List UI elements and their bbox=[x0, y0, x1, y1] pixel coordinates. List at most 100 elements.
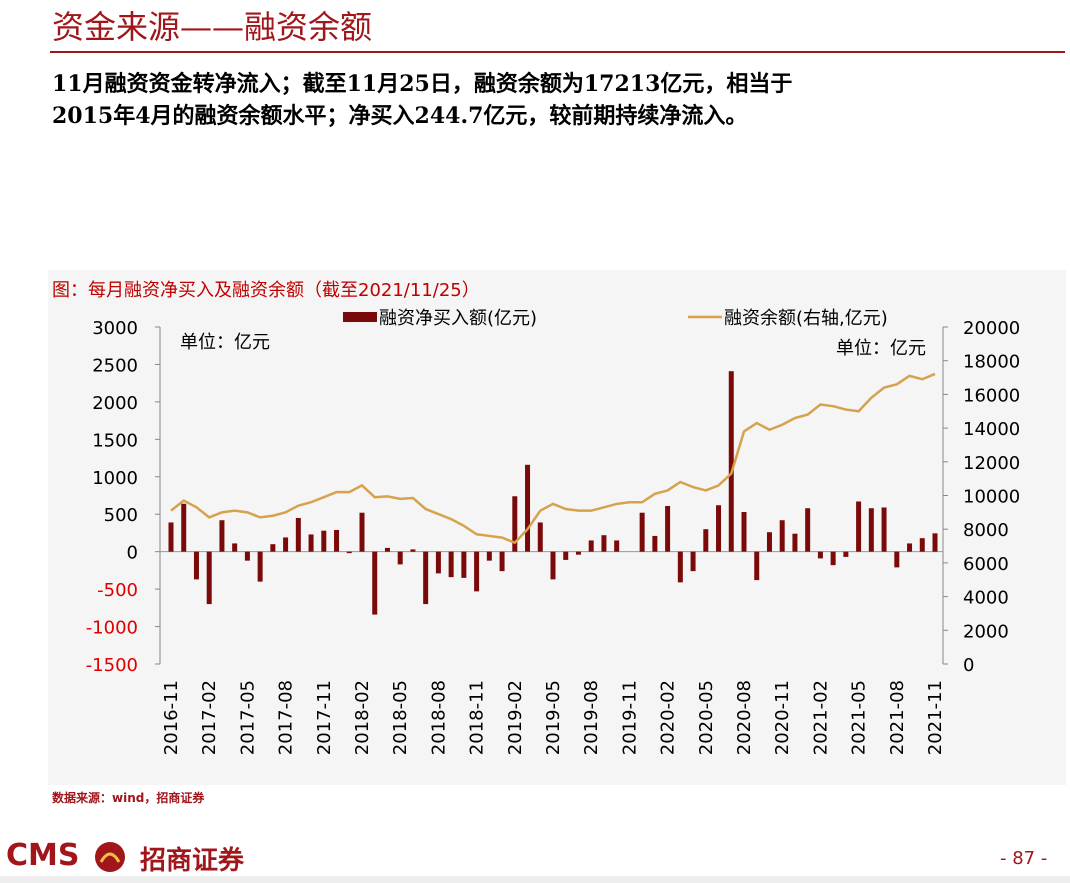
line bbox=[170, 372, 936, 545]
bar bbox=[843, 551, 849, 557]
bar bbox=[792, 533, 798, 552]
bar bbox=[868, 508, 874, 552]
bar bbox=[856, 501, 862, 552]
bar bbox=[244, 551, 250, 561]
logo-text: CMS bbox=[6, 838, 80, 873]
unit-right: 单位：亿元 bbox=[836, 338, 926, 359]
bar bbox=[168, 522, 174, 552]
legend-label: 融资余额(右轴,亿元) bbox=[724, 308, 888, 329]
y-tick-label: 2500 bbox=[92, 355, 138, 376]
bar bbox=[907, 543, 913, 552]
y-tick-label: -1000 bbox=[86, 618, 138, 639]
bar bbox=[894, 551, 900, 568]
x-tick-label: 2018-02 bbox=[352, 680, 373, 755]
chart: 图：每月融资净买入及融资余额（截至2021/11/25） 单位：亿元 单位：亿元… bbox=[52, 280, 1020, 755]
bar bbox=[206, 551, 212, 605]
y-tick-label: -1500 bbox=[86, 655, 138, 676]
y2-tick-label: 14000 bbox=[963, 419, 1020, 440]
y-tick-label: -500 bbox=[97, 580, 138, 601]
bar bbox=[614, 540, 620, 552]
bar bbox=[423, 551, 429, 605]
x-tick-label: 2019-11 bbox=[619, 680, 640, 755]
bar bbox=[512, 496, 518, 552]
bar bbox=[448, 551, 454, 578]
bar bbox=[703, 529, 709, 552]
y2-tick-label: 8000 bbox=[963, 520, 1009, 541]
summary-line: 2015年4月的融资余额水平；净买入244.7亿元，较前期持续净流入。 bbox=[52, 103, 748, 129]
bar bbox=[232, 543, 238, 552]
x-tick-label: 2020-08 bbox=[734, 680, 755, 755]
page-title: 资金来源——融资余额 bbox=[52, 8, 373, 46]
bar bbox=[410, 549, 416, 552]
unit-left: 单位：亿元 bbox=[180, 332, 270, 353]
legend-swatch bbox=[343, 312, 377, 322]
bar bbox=[295, 517, 301, 552]
y2-tick-label: 20000 bbox=[963, 318, 1020, 339]
y-tick-label: 2000 bbox=[92, 393, 138, 414]
y2-tick-label: 16000 bbox=[963, 385, 1020, 406]
bar bbox=[499, 551, 505, 572]
page-number: - 87 - bbox=[1000, 848, 1048, 869]
chart-box: 图：每月融资净买入及融资余额（截至2021/11/25） 单位：亿元 单位：亿元… bbox=[48, 270, 1066, 785]
bar bbox=[766, 532, 772, 552]
bar bbox=[486, 551, 492, 561]
bar bbox=[601, 535, 607, 552]
bar bbox=[257, 551, 263, 582]
x-tick-label: 2019-05 bbox=[543, 680, 564, 755]
x-tick-label: 2021-05 bbox=[849, 680, 870, 755]
source-note: 数据来源：wind，招商证券 bbox=[52, 791, 205, 805]
y2-tick-label: 4000 bbox=[963, 588, 1009, 609]
bar bbox=[817, 551, 823, 559]
bar bbox=[525, 464, 531, 552]
bar bbox=[779, 520, 785, 552]
bar bbox=[932, 533, 938, 552]
y-tick-label: 0 bbox=[127, 543, 138, 564]
title-rule bbox=[50, 51, 1065, 53]
x-tick-label: 2018-05 bbox=[390, 680, 411, 755]
bar bbox=[728, 371, 734, 552]
y2-tick-label: 0 bbox=[963, 655, 974, 676]
x-tick-label: 2017-08 bbox=[276, 680, 297, 755]
y-tick-label: 3000 bbox=[92, 318, 138, 339]
x-tick-label: 2018-11 bbox=[467, 680, 488, 755]
bar bbox=[639, 512, 645, 552]
logo-icon bbox=[95, 842, 125, 872]
bar bbox=[461, 551, 467, 578]
y2-tick-label: 6000 bbox=[963, 554, 1009, 575]
bar bbox=[334, 529, 340, 552]
bar bbox=[537, 522, 543, 552]
y2-tick-label: 10000 bbox=[963, 487, 1020, 508]
bar bbox=[270, 544, 276, 552]
x-tick-label: 2021-08 bbox=[887, 680, 908, 755]
x-tick-label: 2016-11 bbox=[161, 680, 182, 755]
x-tick-label: 2017-02 bbox=[199, 680, 220, 755]
bar bbox=[397, 551, 403, 565]
bar bbox=[372, 551, 378, 615]
bar bbox=[359, 512, 365, 552]
bar bbox=[219, 520, 225, 552]
x-tick-label: 2020-11 bbox=[772, 680, 793, 755]
bar bbox=[308, 534, 314, 552]
y-tick-label: 500 bbox=[104, 505, 138, 526]
chart-title: 图：每月融资净买入及融资余额（截至2021/11/25） bbox=[52, 280, 480, 301]
company-name: 招商证券 bbox=[140, 846, 245, 876]
bar bbox=[741, 511, 747, 552]
bar bbox=[716, 505, 722, 552]
bar bbox=[754, 551, 760, 581]
bar bbox=[550, 551, 556, 580]
y-tick-label: 1000 bbox=[92, 468, 138, 489]
bar bbox=[881, 507, 887, 552]
bar bbox=[575, 551, 581, 555]
bar bbox=[830, 551, 836, 566]
footer-band bbox=[0, 876, 1070, 883]
bar bbox=[321, 530, 327, 552]
x-tick-label: 2020-05 bbox=[696, 680, 717, 755]
bar bbox=[193, 551, 199, 580]
y-tick-label: 1500 bbox=[92, 430, 138, 451]
bar bbox=[384, 547, 390, 552]
bar bbox=[665, 505, 671, 552]
bar bbox=[690, 551, 696, 572]
x-tick-label: 2019-02 bbox=[505, 680, 526, 755]
x-tick-label: 2017-11 bbox=[314, 680, 335, 755]
bar bbox=[588, 540, 594, 552]
